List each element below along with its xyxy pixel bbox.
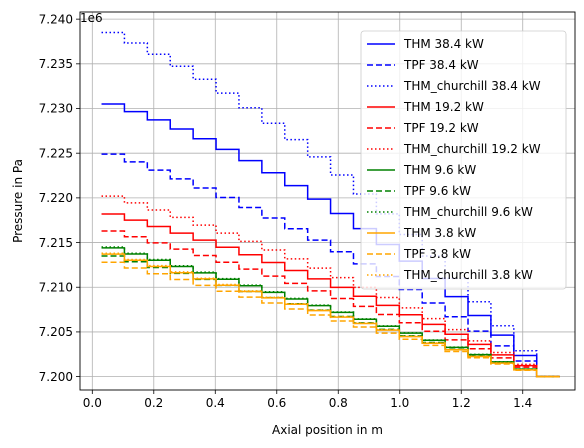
- series-line-0: [101, 103, 560, 378]
- legend-entry: THM 38.4 kW: [403, 37, 484, 51]
- series-lines: [101, 31, 560, 378]
- y-tick-label: 7.200: [39, 370, 73, 384]
- x-tick-label: 1.4: [513, 396, 532, 410]
- series-line-5: [101, 195, 560, 378]
- x-tick-label: 1.0: [390, 396, 409, 410]
- legend-entry: THM 3.8 kW: [403, 226, 476, 240]
- y-tick-label: 7.205: [39, 325, 73, 339]
- series-line-11: [101, 252, 560, 378]
- x-tick-label: 1.2: [452, 396, 471, 410]
- series-line-10: [101, 261, 560, 378]
- legend-entry: TPF 38.4 kW: [403, 58, 479, 72]
- series-line-4: [101, 230, 560, 378]
- legend-box: [360, 30, 567, 290]
- legend-entry: TPF 3.8 kW: [403, 247, 471, 261]
- series-line-3: [101, 213, 560, 378]
- y-offset-label: 1e6: [80, 11, 103, 25]
- series-line-8: [101, 246, 560, 378]
- x-tick-label: 0.4: [206, 396, 225, 410]
- y-axis-label: Pressure in Pa: [11, 159, 25, 243]
- legend-entry: THM_churchill 9.6 kW: [403, 205, 533, 219]
- y-tick-label: 7.240: [39, 12, 73, 26]
- legend-entry: THM_churchill 38.4 kW: [403, 79, 541, 93]
- legend-entry: THM_churchill 19.2 kW: [403, 142, 541, 156]
- axis-ticks: 0.0 0.2 0.4 0.6 0.8 1.0 1.2 1.4 7.200 7.205 7.210 7…: [39, 12, 533, 410]
- y-tick-label: 7.215: [39, 236, 73, 250]
- legend-entry: TPF 9.6 kW: [403, 184, 471, 198]
- y-tick-label: 7.225: [39, 146, 73, 160]
- y-tick-label: 7.230: [39, 102, 73, 116]
- legend-entry: THM_churchill 3.8 kW: [403, 268, 533, 282]
- x-tick-label: 0.8: [329, 396, 348, 410]
- y-tick-label: 7.210: [39, 280, 73, 294]
- x-axis-label: Axial position in m: [272, 423, 383, 437]
- legend-entry: TPF 19.2 kW: [403, 121, 479, 135]
- legend: THM 38.4 kW TPF 38.4 kW THM_churchill 38.4…: [360, 30, 567, 290]
- x-tick-label: 0.0: [83, 396, 102, 410]
- series-line-1: [101, 153, 560, 378]
- y-tick-label: 7.220: [39, 191, 73, 205]
- x-tick-label: 0.2: [144, 396, 163, 410]
- x-tick-label: 0.6: [267, 396, 286, 410]
- legend-entry: THM 9.6 kW: [403, 163, 476, 177]
- legend-entry: THM 19.2 kW: [403, 100, 484, 114]
- y-tick-label: 7.235: [39, 57, 73, 71]
- plot-frame: [79, 11, 576, 391]
